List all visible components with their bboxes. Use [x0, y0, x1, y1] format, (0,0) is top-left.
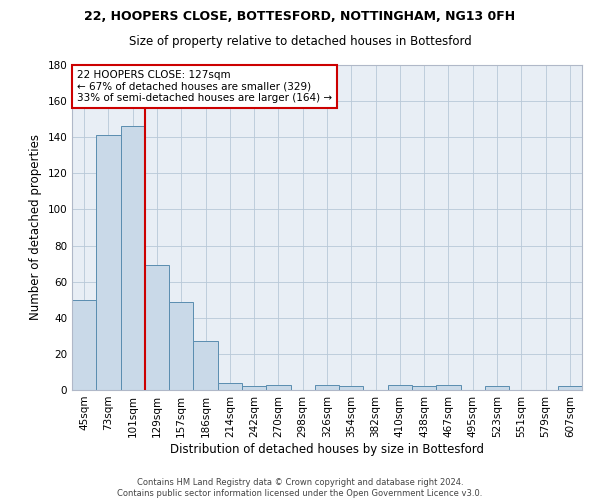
- Bar: [558, 386, 582, 390]
- Bar: [169, 302, 193, 390]
- Bar: [145, 266, 169, 390]
- Text: Size of property relative to detached houses in Bottesford: Size of property relative to detached ho…: [128, 35, 472, 48]
- Bar: [436, 384, 461, 390]
- Bar: [193, 341, 218, 390]
- Bar: [339, 386, 364, 390]
- Text: 22 HOOPERS CLOSE: 127sqm
← 67% of detached houses are smaller (329)
33% of semi-: 22 HOOPERS CLOSE: 127sqm ← 67% of detach…: [77, 70, 332, 103]
- Bar: [218, 383, 242, 390]
- Bar: [72, 300, 96, 390]
- Bar: [266, 384, 290, 390]
- Bar: [242, 386, 266, 390]
- Text: 22, HOOPERS CLOSE, BOTTESFORD, NOTTINGHAM, NG13 0FH: 22, HOOPERS CLOSE, BOTTESFORD, NOTTINGHA…: [85, 10, 515, 23]
- Bar: [388, 384, 412, 390]
- Bar: [96, 136, 121, 390]
- Bar: [412, 386, 436, 390]
- Bar: [485, 386, 509, 390]
- Bar: [121, 126, 145, 390]
- X-axis label: Distribution of detached houses by size in Bottesford: Distribution of detached houses by size …: [170, 442, 484, 456]
- Text: Contains HM Land Registry data © Crown copyright and database right 2024.
Contai: Contains HM Land Registry data © Crown c…: [118, 478, 482, 498]
- Y-axis label: Number of detached properties: Number of detached properties: [29, 134, 42, 320]
- Bar: [315, 384, 339, 390]
